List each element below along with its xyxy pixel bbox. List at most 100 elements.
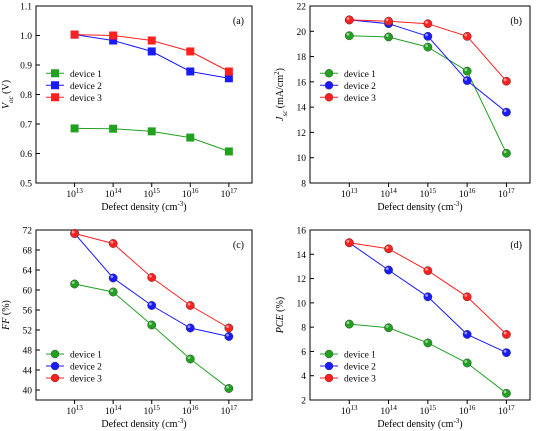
x-tick-exp: 15: [429, 404, 437, 412]
x-axis-label-end: ): [183, 419, 186, 430]
panel-tag: (a): [233, 16, 244, 27]
x-tick-exp: 13: [76, 404, 84, 412]
data-point: [502, 330, 511, 339]
x-axis-label: Defect density (cm-3): [101, 417, 186, 430]
data-point: [384, 265, 393, 275]
x-axis-label-sup: -3: [453, 200, 459, 208]
y-tick-label: 18: [297, 53, 307, 63]
panel-a: 1013 1014 1015 1016 10170.50.60.70.80.91.01.…: [1, 3, 253, 213]
x-tick-base: 10: [66, 190, 76, 200]
y-tick-label: 20: [297, 28, 307, 38]
x-tick-exp: 13: [351, 187, 359, 195]
y-axis-label: FF (%): [1, 300, 12, 331]
panel-tag: (c): [233, 240, 244, 251]
y-tick-label: 0.9: [20, 62, 32, 72]
y-axis-label-unit: (V): [1, 80, 12, 96]
x-tick-label: 1014: [105, 187, 122, 200]
data-point-highlight: [346, 321, 350, 325]
data-point: [70, 279, 79, 289]
y-tick-label: 16: [297, 227, 307, 237]
data-point-highlight: [425, 293, 428, 297]
x-tick-label: 1013: [341, 187, 358, 200]
data-point-highlight: [149, 274, 152, 278]
x-tick-exp: 16: [192, 404, 200, 412]
legend-marker: [51, 81, 59, 90]
y-tick-label: 14: [297, 104, 307, 114]
data-point: [462, 358, 472, 368]
legend-label: device 2: [344, 363, 376, 373]
y-tick-label: 0.8: [20, 91, 32, 101]
x-tick-base: 10: [143, 407, 153, 417]
data-point: [462, 330, 472, 339]
data-point: [502, 148, 511, 158]
data-point-highlight: [464, 33, 468, 37]
y-tick-label: 68: [23, 247, 33, 257]
data-point: [147, 301, 157, 310]
data-point-highlight: [110, 240, 114, 244]
data-point-highlight: [503, 390, 507, 394]
x-tick-base: 10: [105, 190, 115, 200]
y-tick-label: 64: [23, 267, 33, 277]
x-tick-exp: 14: [114, 187, 122, 195]
data-point-highlight: [110, 275, 114, 278]
x-axis-label-end: ): [183, 202, 186, 213]
data-point: [108, 273, 118, 283]
data-point: [147, 47, 156, 56]
x-tick-label: 1014: [105, 404, 122, 417]
x-tick-label: 1017: [498, 404, 515, 417]
x-axis-label-sup: -3: [177, 200, 183, 208]
y-tick-label: 22: [297, 3, 307, 13]
x-axis-label: Defect density (cm-3): [101, 200, 186, 213]
y-tick-label: 1.1: [20, 3, 32, 13]
data-point-highlight: [187, 356, 191, 359]
x-tick-base: 10: [182, 407, 192, 417]
x-tick-base: 10: [66, 407, 76, 417]
data-point: [147, 36, 156, 45]
legend-marker: [51, 93, 59, 102]
y-tick-label: 0.7: [20, 121, 32, 131]
y-axis-label-unit: (%): [1, 300, 12, 318]
x-tick-label: 1017: [498, 187, 515, 200]
y-tick-label: 0.6: [20, 150, 32, 160]
x-tick-exp: 15: [153, 187, 161, 195]
x-tick-base: 10: [221, 190, 231, 200]
data-point: [147, 320, 157, 330]
data-point: [384, 323, 393, 333]
data-point-highlight: [503, 78, 507, 82]
y-axis-label: Jsc (mA/cm2): [273, 68, 289, 121]
x-tick-base: 10: [459, 407, 469, 417]
x-axis-label-main: Defect density (cm: [101, 419, 177, 430]
data-point: [224, 74, 233, 83]
y-tick-label: 10: [297, 154, 307, 164]
plot-frame: [309, 229, 531, 401]
x-tick-exp: 15: [429, 187, 437, 195]
x-tick-base: 10: [341, 190, 351, 200]
data-point: [423, 31, 433, 41]
x-axis-label-end: ): [459, 419, 462, 430]
data-point: [502, 388, 511, 398]
y-axis-label-main: V: [1, 101, 12, 109]
data-point: [147, 127, 156, 136]
x-tick-label: 1015: [143, 187, 160, 200]
data-point-highlight: [503, 109, 507, 113]
data-point-highlight: [464, 68, 468, 72]
data-point-highlight: [425, 20, 428, 24]
x-tick-exp: 13: [76, 187, 84, 195]
y-tick-label: 2: [301, 397, 306, 407]
x-tick-label: 1015: [420, 404, 437, 417]
x-axis-label-sup: -3: [177, 417, 183, 425]
data-point: [186, 67, 195, 76]
data-point-highlight: [503, 331, 507, 335]
series-line-1: [74, 283, 230, 389]
data-point: [423, 19, 433, 29]
x-axis-label: Defect density (cm-3): [377, 200, 462, 213]
data-point: [462, 66, 472, 76]
y-axis-label-sub: sc: [281, 110, 289, 117]
x-tick-label: 1013: [66, 187, 83, 200]
x-tick-label: 1014: [380, 187, 397, 200]
data-point-highlight: [425, 340, 428, 343]
y-tick-label: 14: [297, 251, 307, 261]
y-axis-label-main: FF: [1, 317, 12, 331]
legend-marker: [50, 349, 60, 359]
